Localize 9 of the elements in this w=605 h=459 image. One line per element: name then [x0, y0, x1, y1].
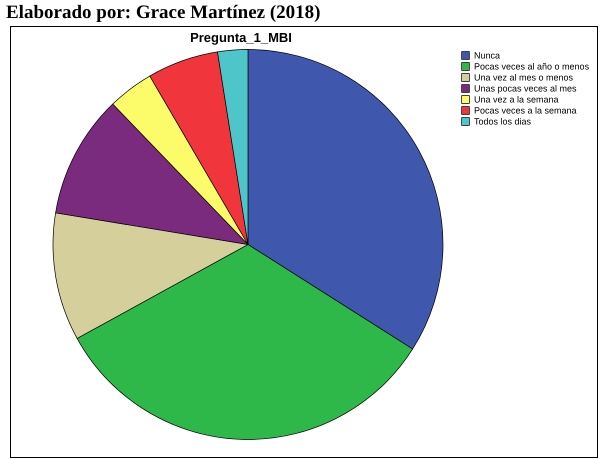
legend-label: Pocas veces a la semana — [474, 106, 577, 116]
legend-label: Pocas veces al año o menos — [474, 62, 590, 72]
legend-label: Una vez al mes o menos — [474, 72, 574, 82]
legend-label: Todos los dias — [474, 116, 532, 126]
chart-title: Pregunta_1_MBI — [190, 30, 292, 45]
legend-label: Unas pocas veces al mes — [474, 84, 578, 94]
legend-label: Una vez a la semana — [474, 94, 559, 104]
text: Elaborado por: Grace Martínez (2018) — [6, 2, 322, 24]
legend-label: Nunca — [474, 50, 500, 60]
